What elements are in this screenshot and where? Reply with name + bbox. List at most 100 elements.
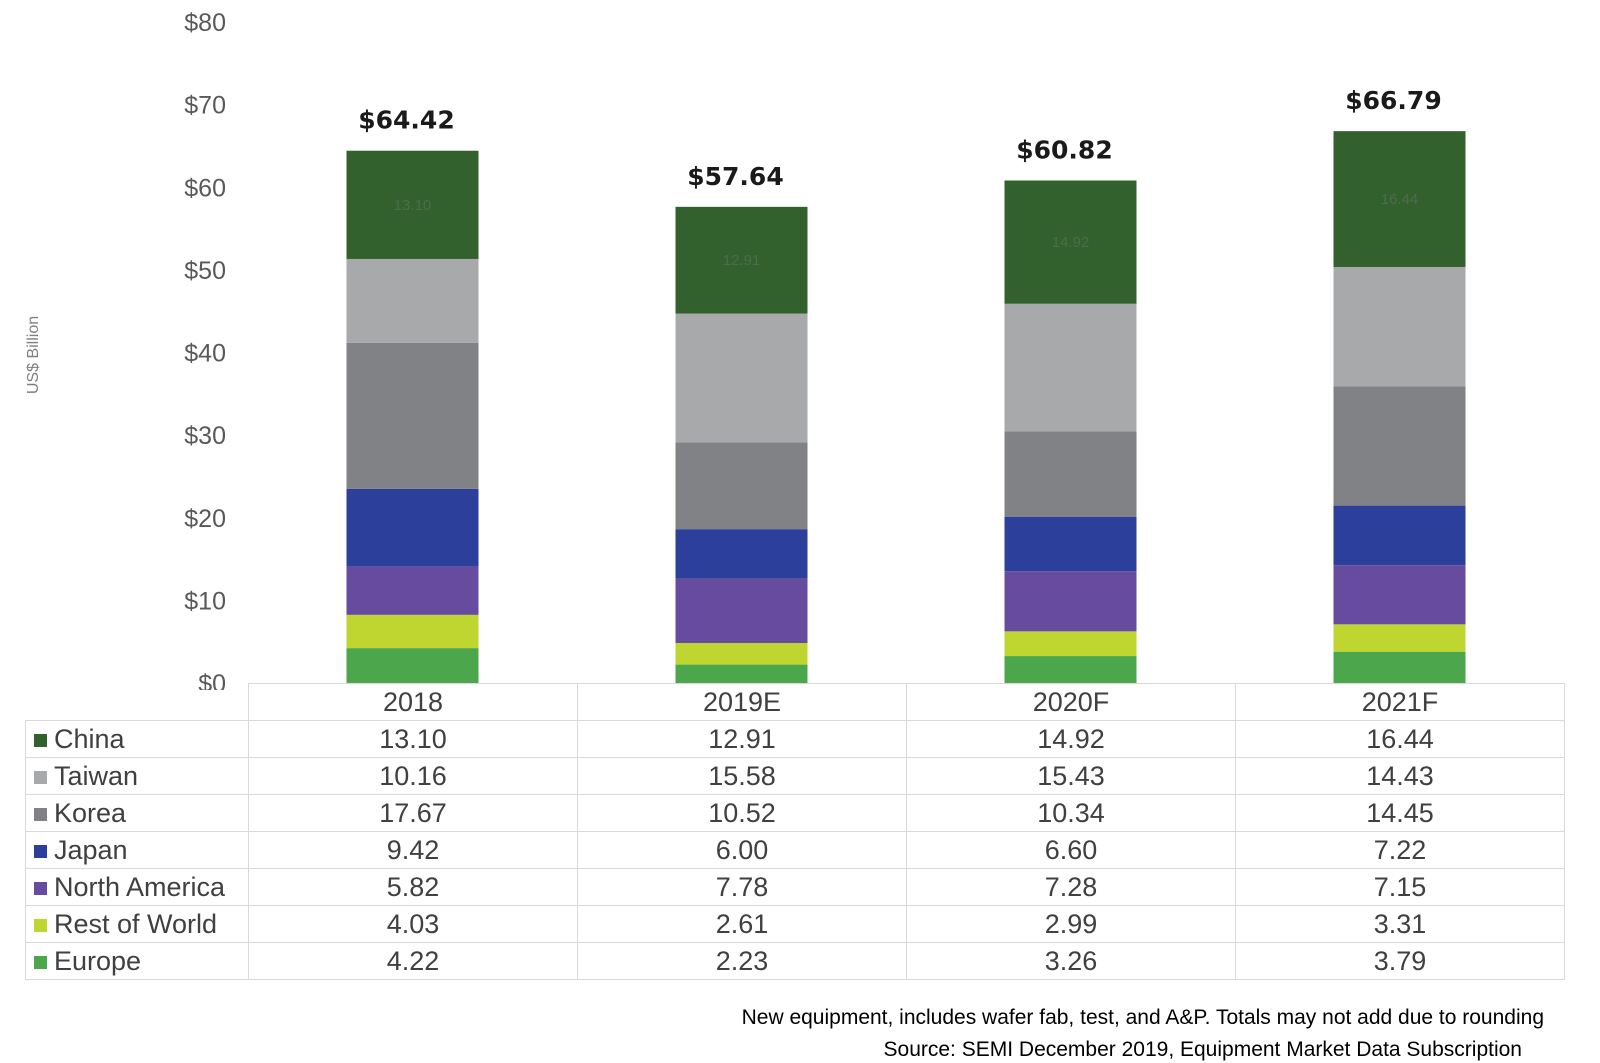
table-cell: 15.58 (577, 757, 907, 795)
table-cell: 16.44 (1235, 720, 1565, 758)
table-corner (25, 683, 249, 721)
y-axis-label: US$ Billion (25, 316, 42, 394)
table-cell: 7.78 (577, 868, 907, 906)
table-cell: 14.92 (906, 720, 1236, 758)
bar-segment-china (1004, 180, 1137, 304)
bar-segment-north-america (346, 566, 479, 615)
bar-segment-rest-of-world (675, 643, 808, 665)
bar-segment-china (1333, 131, 1466, 267)
bar-segment-japan (1333, 505, 1466, 566)
bar-total-label: $66.79 (1345, 86, 1441, 115)
bar-segment-rest-of-world (346, 614, 479, 649)
legend-swatch (34, 733, 47, 747)
bar-segment-japan (346, 488, 479, 567)
bar-segment-europe (675, 664, 808, 683)
bar-segment-rest-of-world (1004, 631, 1137, 657)
footnote-source: Source: SEMI December 2019, Equipment Ma… (883, 1038, 1522, 1061)
bar-segment-korea (1004, 431, 1137, 517)
y-tick-label: $30 (184, 422, 226, 450)
y-tick-label: $70 (184, 92, 226, 120)
legend-swatch (34, 807, 47, 821)
bar-segment-korea (346, 342, 479, 489)
bar-total-label: $57.64 (687, 162, 783, 191)
bar-segment-china (346, 150, 479, 259)
series-name: Europe (54, 945, 142, 976)
bar-data-label: 14.92 (1052, 234, 1090, 251)
table-cell: 4.03 (248, 905, 578, 943)
table-cell: 7.22 (1235, 831, 1565, 869)
table-cell: 10.16 (248, 757, 578, 795)
table-row: China 13.10 12.91 14.92 16.44 (25, 720, 1565, 758)
bar-segment-taiwan (346, 258, 479, 343)
y-tick-label: $20 (184, 505, 226, 533)
bar-segment-japan (1004, 516, 1137, 572)
table-cell: 10.34 (906, 794, 1236, 832)
y-tick-label: $50 (184, 257, 226, 285)
series-label: Korea (25, 794, 249, 832)
bar-total-label: $64.42 (358, 106, 454, 135)
table-cell: 3.79 (1235, 942, 1565, 980)
footnote-description: New equipment, includes wafer fab, test,… (741, 1006, 1544, 1029)
series-label: Rest of World (25, 905, 249, 943)
legend-swatch (34, 881, 47, 895)
bar-segment-taiwan (675, 313, 808, 443)
table-row: Korea 17.67 10.52 10.34 14.45 (25, 794, 1565, 832)
bars: 13.10 12.91 14.92 16.44 (346, 131, 1466, 683)
series-label: Japan (25, 831, 249, 869)
series-name: North America (54, 871, 226, 902)
series-name: Korea (54, 797, 127, 828)
table-column-header: 2019E (577, 683, 907, 721)
series-label: North America (25, 868, 249, 906)
table-body: China 13.10 12.91 14.92 16.44 Taiwan 10.16 15.5… (25, 720, 1565, 980)
table-cell: 7.28 (906, 868, 1236, 906)
table-cell: 6.60 (906, 831, 1236, 869)
bar-segment-korea (1333, 386, 1466, 506)
y-axis: $0$10$20$30$40$50$60$70$80 (184, 9, 226, 690)
bar-segment-north-america (675, 578, 808, 644)
series-name: China (54, 723, 125, 754)
bar-segment-taiwan (1004, 303, 1137, 432)
series-label: China (25, 720, 249, 758)
table-row: Japan 9.42 6.00 6.60 7.22 (25, 831, 1565, 869)
table-cell: 13.10 (248, 720, 578, 758)
table-cell: 3.26 (906, 942, 1236, 980)
legend-swatch (34, 770, 47, 784)
bar-segment-rest-of-world (1333, 624, 1466, 652)
y-tick-label: $60 (184, 174, 226, 202)
table-cell: 4.22 (248, 942, 578, 980)
series-name: Rest of World (54, 908, 218, 939)
stacked-bar-chart: $0$10$20$30$40$50$60$70$80 US$ Billion 1… (25, 9, 1466, 690)
bar-segment-north-america (1004, 571, 1137, 632)
table-cell: 12.91 (577, 720, 907, 758)
bar-segment-europe (346, 648, 479, 683)
table-cell: 6.00 (577, 831, 907, 869)
bar-segment-china (675, 206, 808, 314)
bar-segment-taiwan (1333, 266, 1466, 387)
bar-data-label: 16.44 (1381, 191, 1419, 208)
bar-data-label: 13.10 (394, 197, 432, 214)
table-cell: 2.23 (577, 942, 907, 980)
table-header-row: 2018 2019E 2020F 2021F (25, 683, 1565, 721)
bar-segment-europe (1004, 656, 1137, 683)
table-row: Rest of World 4.03 2.61 2.99 3.31 (25, 905, 1565, 943)
table-column-header: 2018 (248, 683, 578, 721)
table-column-header: 2020F (906, 683, 1236, 721)
y-tick-label: $80 (184, 9, 226, 37)
table-cell: 14.43 (1235, 757, 1565, 795)
table-row: North America 5.82 7.78 7.28 7.15 (25, 868, 1565, 906)
table-cell: 7.15 (1235, 868, 1565, 906)
table-row: Taiwan 10.16 15.58 15.43 14.43 (25, 757, 1565, 795)
y-tick-label: $10 (184, 587, 226, 615)
series-name: Japan (54, 834, 128, 865)
table-column-header: 2021F (1235, 683, 1565, 721)
y-tick-label: $40 (184, 340, 226, 368)
table-cell: 2.61 (577, 905, 907, 943)
table-cell: 5.82 (248, 868, 578, 906)
table-cell: 3.31 (1235, 905, 1565, 943)
table-cell: 10.52 (577, 794, 907, 832)
legend-swatch (34, 844, 47, 858)
table-cell: 2.99 (906, 905, 1236, 943)
bar-segment-korea (675, 442, 808, 530)
legend-swatch (34, 955, 47, 969)
legend-swatch (34, 918, 47, 932)
